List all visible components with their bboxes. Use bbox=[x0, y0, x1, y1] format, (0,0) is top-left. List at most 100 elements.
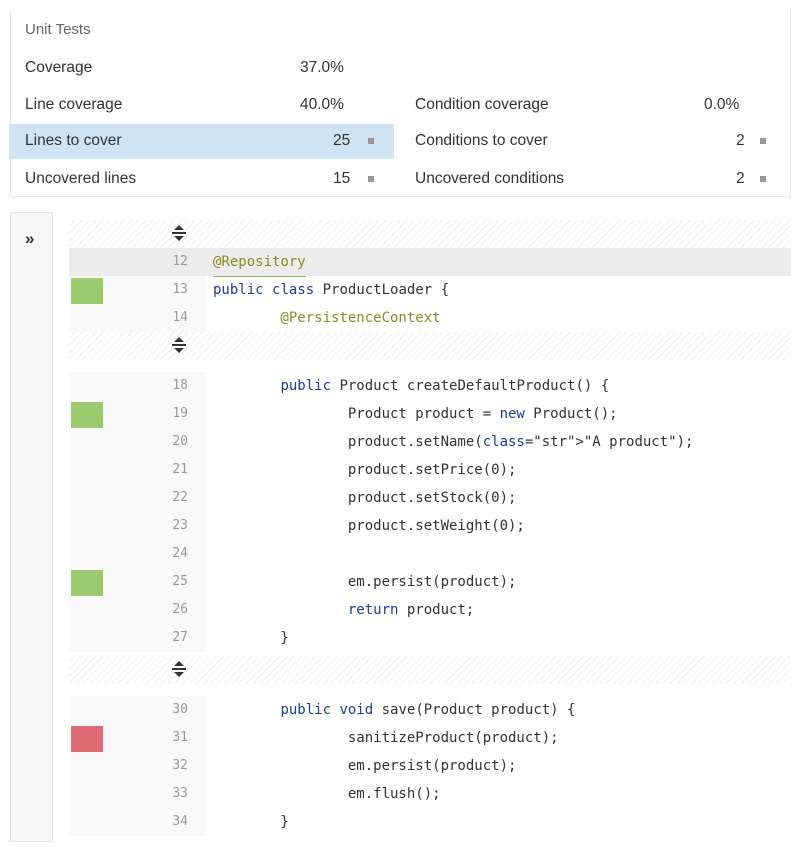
code-text: em.flush(); bbox=[213, 786, 441, 802]
lines-to-cover-square-icon bbox=[368, 138, 374, 144]
line-gutter: 23 bbox=[69, 512, 206, 540]
line-gutter: 24 bbox=[69, 540, 206, 568]
collapsed-lines-separator bbox=[69, 332, 791, 360]
line-gutter: 14 bbox=[69, 304, 206, 332]
expand-lines-icon[interactable] bbox=[170, 336, 188, 354]
line-gutter: 12 bbox=[69, 248, 206, 276]
lines-to-cover-highlight[interactable] bbox=[9, 124, 394, 159]
code-text: return product; bbox=[347, 602, 475, 618]
code-line: 25 em.persist(product); bbox=[69, 568, 791, 626]
line-gutter: 21 bbox=[69, 456, 206, 484]
code-line: 34 } bbox=[69, 808, 791, 836]
line-number[interactable]: 30 bbox=[172, 702, 188, 717]
line-number[interactable]: 33 bbox=[172, 786, 188, 801]
line-number[interactable]: 21 bbox=[172, 462, 188, 477]
line-number[interactable]: 19 bbox=[172, 406, 188, 421]
coverage-label: Coverage bbox=[25, 59, 93, 76]
line-gutter: 25 bbox=[69, 568, 206, 626]
uncovered-conditions-square-icon bbox=[760, 176, 766, 182]
line-number[interactable]: 12 bbox=[172, 254, 188, 269]
code-text: em.persist(product); bbox=[213, 574, 517, 590]
code-text: product.setWeight(0); bbox=[213, 518, 525, 534]
coverage-value[interactable]: 37.0% bbox=[300, 59, 344, 76]
line-number[interactable]: 32 bbox=[172, 758, 188, 773]
line-gutter: 27 bbox=[69, 624, 206, 652]
code-line: 19 Product product = new Product(); bbox=[69, 400, 791, 544]
code-text: } bbox=[213, 630, 289, 646]
code-text: product.setStock(0); bbox=[213, 490, 517, 506]
code-text: } bbox=[213, 814, 289, 830]
line-number[interactable]: 20 bbox=[172, 434, 188, 449]
line-number[interactable]: 24 bbox=[172, 546, 188, 561]
uncovered-conditions-value[interactable]: 2 bbox=[736, 170, 745, 187]
code-line: 12 @Repository bbox=[69, 248, 791, 277]
conditions-to-cover-square-icon bbox=[760, 138, 766, 144]
line-gutter: 34 bbox=[69, 808, 206, 836]
expand-lines-icon[interactable] bbox=[170, 224, 188, 242]
code-line: 30 public void save(Product product) { bbox=[69, 696, 791, 724]
line-coverage-label: Line coverage bbox=[25, 96, 123, 113]
line-coverage-value[interactable]: 40.0% bbox=[300, 96, 344, 113]
uncovered-lines-value[interactable]: 15 bbox=[333, 170, 351, 187]
lines-to-cover-value[interactable]: 25 bbox=[333, 132, 351, 149]
line-gutter: 13 bbox=[69, 276, 206, 304]
condition-coverage-label: Condition coverage bbox=[415, 96, 549, 113]
line-gutter: 20 bbox=[69, 428, 206, 456]
code-line: 33 em.flush(); bbox=[69, 780, 791, 808]
code-line: 13 public class ProductLoader { bbox=[69, 276, 791, 304]
code-line: 21 product.setPrice(0); bbox=[69, 456, 791, 484]
metrics-title: Unit Tests bbox=[25, 21, 91, 38]
line-number[interactable]: 25 bbox=[172, 574, 188, 589]
source-viewer: » 12 @Repository 13 public class Product… bbox=[10, 212, 791, 842]
code-line: 32 em.persist(product); bbox=[69, 752, 791, 780]
expand-lines-icon[interactable] bbox=[170, 660, 188, 678]
code-line: 23 product.setWeight(0); bbox=[69, 512, 791, 540]
code-text: Product product = new Product(); bbox=[213, 406, 618, 422]
code-text: @Repository bbox=[213, 248, 306, 277]
lines-to-cover-label: Lines to cover bbox=[25, 132, 122, 149]
code-line: 24 bbox=[69, 540, 791, 568]
uncovered-lines-square-icon bbox=[368, 176, 374, 182]
line-number[interactable]: 13 bbox=[172, 282, 188, 297]
line-gutter: 26 bbox=[69, 596, 206, 624]
line-number[interactable]: 22 bbox=[172, 490, 188, 505]
code-text: em.persist(product); bbox=[213, 758, 517, 774]
line-number[interactable]: 18 bbox=[172, 378, 188, 393]
code-text: public Product createDefaultProduct() { bbox=[280, 378, 610, 394]
code-text: product.setPrice(0); bbox=[213, 462, 517, 478]
code-line: 18 public Product createDefaultProduct()… bbox=[69, 372, 791, 400]
covered-marker[interactable] bbox=[71, 278, 103, 304]
expand-sidebar-icon[interactable]: » bbox=[25, 229, 35, 248]
code-text: public void save(Product product) { bbox=[280, 702, 576, 718]
sidebar-toggle-column: » bbox=[10, 212, 53, 842]
conditions-to-cover-label: Conditions to cover bbox=[415, 132, 548, 149]
code-line: 22 product.setStock(0); bbox=[69, 484, 791, 512]
line-number[interactable]: 27 bbox=[172, 630, 188, 645]
line-gutter: 22 bbox=[69, 484, 206, 512]
line-number[interactable]: 26 bbox=[172, 602, 188, 617]
code-line: 14 @PersistenceContext bbox=[69, 304, 791, 332]
code-text: @PersistenceContext bbox=[213, 310, 441, 326]
code-line: 26 return product; bbox=[69, 596, 791, 624]
code-line: 27 } bbox=[69, 624, 791, 652]
uncovered-conditions-label: Uncovered conditions bbox=[415, 170, 565, 187]
unit-tests-metrics-panel: Unit Tests Coverage 37.0% Line coverage … bbox=[9, 10, 791, 197]
uncovered-lines-label: Uncovered lines bbox=[25, 170, 137, 187]
line-number[interactable]: 14 bbox=[172, 310, 188, 325]
line-number[interactable]: 31 bbox=[172, 730, 188, 745]
line-gutter: 33 bbox=[69, 780, 206, 808]
code-text: product.setName(class="str">"A product")… bbox=[213, 434, 694, 450]
condition-coverage-value[interactable]: 0.0% bbox=[704, 96, 740, 113]
conditions-to-cover-value[interactable]: 2 bbox=[736, 132, 745, 149]
line-gutter: 18 bbox=[69, 372, 206, 400]
line-gutter: 30 bbox=[69, 696, 206, 724]
line-gutter: 32 bbox=[69, 752, 206, 780]
code-text: public class ProductLoader { bbox=[213, 282, 450, 298]
code-line: 31 sanitizeProduct(product); bbox=[69, 724, 791, 836]
collapsed-lines-separator bbox=[69, 220, 791, 248]
code-line: 20 product.setName(class="str">"A produc… bbox=[69, 428, 791, 456]
line-number[interactable]: 23 bbox=[172, 518, 188, 533]
line-gutter: 19 bbox=[69, 400, 206, 544]
code-text: sanitizeProduct(product); bbox=[213, 730, 559, 746]
line-number[interactable]: 34 bbox=[172, 814, 188, 829]
